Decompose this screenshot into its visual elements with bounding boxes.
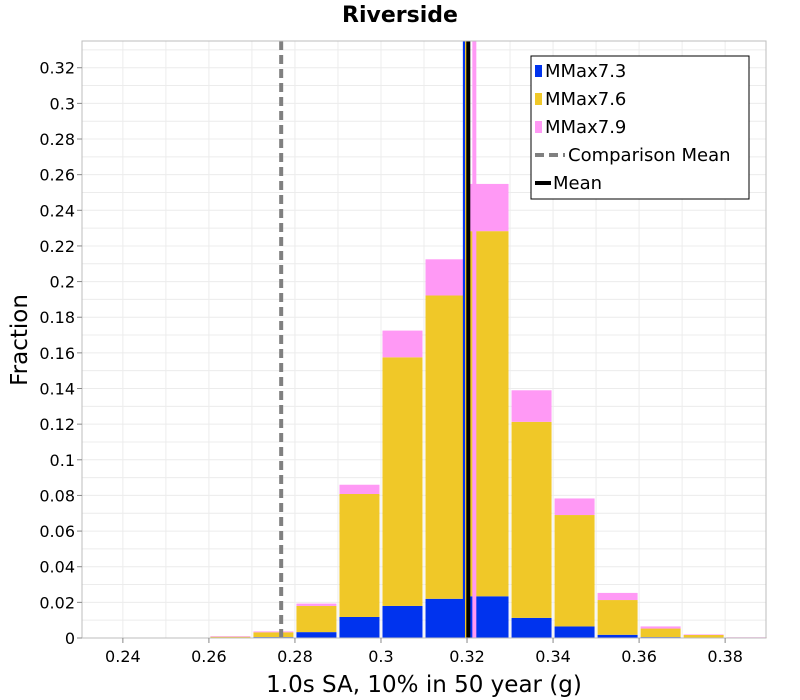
bar-segment-mmax7-6 (296, 605, 337, 633)
y-axis-label: Fraction (7, 294, 33, 386)
bar-segment-mmax7-6 (640, 628, 681, 638)
legend-swatch (535, 93, 542, 105)
y-tick-label: 0.16 (39, 344, 75, 363)
y-tick-label: 0.02 (39, 593, 75, 612)
x-tick-label: 0.34 (535, 647, 571, 666)
y-tick-label: 0.14 (39, 380, 75, 399)
y-tick-label: 0.18 (39, 308, 75, 327)
bar-segment-mmax7-9 (296, 603, 337, 606)
bar-segment-mmax7-6 (425, 295, 466, 599)
legend-label: Comparison Mean (568, 145, 731, 166)
x-tick-label: 0.38 (707, 647, 743, 666)
x-tick-label: 0.28 (277, 647, 313, 666)
bar-segment-mmax7-9 (382, 330, 423, 358)
bar-segment-mmax7-9 (683, 634, 724, 636)
bar-segment-mmax7-9 (511, 390, 552, 422)
y-tick-label: 0.3 (50, 94, 75, 113)
x-tick-label: 0.26 (191, 647, 227, 666)
legend-swatch (535, 65, 542, 77)
y-tick-label: 0.06 (39, 522, 75, 541)
bar-segment-mmax7-9 (425, 259, 466, 296)
legend-label: MMax7.3 (545, 61, 626, 82)
bar-segment-mmax7-6 (683, 634, 724, 638)
legend-label: Mean (553, 173, 602, 194)
legend-label: MMax7.6 (545, 89, 626, 110)
bar-segment-mmax7-6 (511, 421, 552, 618)
bar-segment-mmax7-6 (253, 632, 294, 638)
bar-segment-mmax7-6 (382, 357, 423, 606)
bar-segment-mmax7-3 (296, 632, 337, 638)
bar-segment-mmax7-9 (210, 636, 251, 637)
bar-segment-mmax7-3 (554, 626, 595, 638)
bar-segment-mmax7-6 (554, 515, 595, 627)
bar-segment-mmax7-6 (210, 636, 251, 638)
legend-label: MMax7.9 (545, 117, 626, 138)
chart-title: Riverside (342, 3, 458, 28)
y-tick-label: 0.24 (39, 201, 75, 220)
bar-segment-mmax7-3 (425, 598, 466, 638)
x-tick-label: 0.36 (621, 647, 657, 666)
y-tick-label: 0.08 (39, 486, 75, 505)
y-tick-label: 0.1 (50, 451, 75, 470)
legend-box (530, 55, 750, 200)
bar-segment-mmax7-3 (511, 617, 552, 638)
bar-segment-mmax7-6 (339, 494, 380, 617)
bars (210, 183, 767, 639)
x-tick-label: 0.3 (368, 647, 393, 666)
y-tick-label: 0 (65, 629, 75, 648)
bar-segment-mmax7-9 (640, 626, 681, 629)
x-axis-ticks: 0.24 0.26 0.28 0.3 0.32 0.34 0.36 0.38 (105, 638, 743, 666)
bar-segment-mmax7-3 (339, 616, 380, 638)
grid (82, 41, 766, 639)
plot-frame (81, 40, 767, 639)
vertical-lines (279, 41, 477, 638)
x-tick-label: 0.24 (105, 647, 141, 666)
legend-swatch (535, 121, 542, 133)
y-axis-ticks: 0 0.02 0.04 0.06 0.08 0.1 0.12 0.14 0.16 0.18 0.2 0… (39, 59, 82, 648)
y-tick-label: 0.32 (39, 59, 75, 78)
bar-segment-mmax7-3 (597, 634, 638, 638)
x-axis-label: 1.0s SA, 10% in 50 year (g) (266, 672, 582, 698)
y-tick-label: 0.12 (39, 415, 75, 434)
legend: MMax7.3 MMax7.6 MMax7.9 Comparison Mean Mean (530, 55, 750, 200)
bar-segment-mmax7-6 (597, 600, 638, 635)
bar-segment-mmax7-3 (382, 605, 423, 638)
bar-segment-mmax7-9 (554, 498, 595, 516)
y-tick-label: 0.22 (39, 237, 75, 256)
bar-segment-mmax7-9 (339, 484, 380, 495)
y-tick-label: 0.04 (39, 558, 75, 577)
y-tick-label: 0.26 (39, 166, 75, 185)
x-tick-label: 0.32 (449, 647, 485, 666)
bar-segment-mmax7-9 (253, 631, 294, 633)
y-tick-label: 0.2 (50, 273, 75, 292)
bar-segment-mmax7-9 (597, 592, 638, 601)
y-tick-label: 0.28 (39, 130, 75, 149)
